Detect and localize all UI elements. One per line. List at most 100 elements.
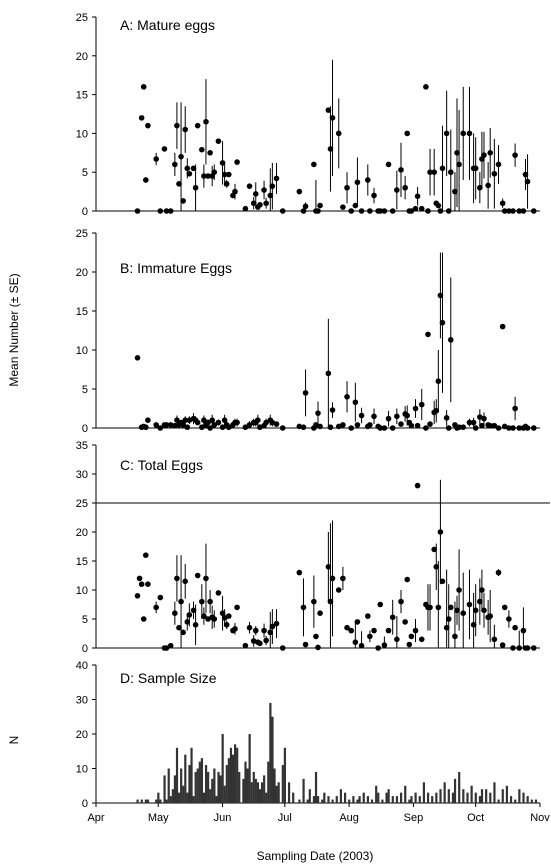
panel-a-data-point (269, 183, 276, 189)
panel-a-data-point (157, 208, 164, 214)
panel-a-data-point (377, 208, 384, 214)
panel-c-data-point (516, 645, 523, 651)
panel-c-data-point (167, 642, 174, 649)
panel-d-bar (260, 782, 264, 803)
panel-b-data-point (404, 412, 411, 419)
panel-c-data-point (512, 624, 518, 631)
panel-a-data-point (261, 187, 267, 193)
panel-d-bar (254, 778, 257, 803)
panel-d-bar (385, 792, 388, 803)
panel-d-bar (169, 796, 172, 803)
panel-d-bar (198, 761, 201, 803)
panel-b-data-point (470, 419, 477, 426)
panel-c-data-point (408, 633, 415, 640)
panel-a-data-point (205, 173, 211, 179)
panel-a-data-point (182, 126, 189, 133)
panel-d-bar (238, 771, 241, 803)
panel-d-bar (252, 771, 255, 803)
panel-b-data-point (209, 417, 215, 424)
panel-a-data-point (178, 153, 184, 160)
panel-a-data-point (161, 146, 168, 152)
panel-c-data-point (186, 612, 193, 618)
panel-b-data-point (354, 422, 361, 428)
panel-c-data-point (344, 624, 350, 631)
panel-c-data-point (261, 627, 267, 634)
panel-c-data-point (313, 633, 319, 640)
panel-b-y-tick-label: 15 (76, 306, 88, 318)
panel-a-data-point (219, 160, 226, 166)
panel-b-data-point (447, 337, 454, 343)
panel-b-y-tick-label: 0 (82, 423, 88, 435)
panel-d-bar (451, 792, 455, 803)
panel-d-bar (356, 799, 359, 803)
panel-d-bar (410, 796, 413, 803)
panel-immature-eggs: B: Immature Eggs 0 5 10 15 20 25 (76, 228, 540, 435)
x-tick-label: Jul (278, 812, 292, 824)
panel-c-data-point (454, 607, 460, 614)
panel-d-bar (215, 796, 218, 803)
panel-d-bar (323, 792, 326, 803)
panel-b-data-point (491, 422, 498, 429)
panel-c-data-point (501, 604, 508, 611)
panel-b-data-point (385, 415, 392, 422)
panel-b-data-point (495, 425, 502, 431)
panel-c-data-point (242, 642, 249, 649)
panel-b-data-point (215, 419, 222, 426)
panel-c-data-point (354, 619, 361, 625)
panel-b-data-point (443, 415, 450, 421)
panel-b-data-point (246, 422, 253, 428)
panel-c-data-point (163, 645, 170, 651)
panel-c-data-point (348, 627, 354, 634)
panel-a-y-tick-label: 10 (76, 128, 88, 140)
panel-c-data-point (443, 624, 450, 631)
panel-a-data-point (522, 171, 529, 178)
panel-a-data-point (485, 182, 491, 189)
panel-c-data-point (138, 581, 145, 587)
panel-a-data-point (232, 188, 238, 195)
panel-c-data-point (176, 624, 182, 631)
panel-b-data-point (348, 425, 354, 431)
panel-a-data-point (487, 150, 494, 156)
panel-a-data-point (140, 84, 147, 90)
panel-a-data-point (263, 200, 269, 207)
panel-a-data-point (439, 165, 446, 172)
panel-b-data-point (329, 407, 336, 413)
panel-a-data-point (302, 203, 309, 210)
panel-c-y-tick-label: 5 (82, 614, 88, 626)
panel-d-bar (466, 792, 469, 803)
panel-a-data-point (199, 146, 205, 153)
panel-b-data-point (234, 419, 240, 426)
panel-c-data-point (134, 593, 141, 599)
panel-a-data-point (381, 208, 388, 214)
panel-d-bar (182, 785, 185, 803)
panel-d-bar (219, 775, 222, 803)
panel-a-data-point (499, 200, 506, 207)
panel-d-bar (248, 734, 251, 803)
panel-d-bar (335, 796, 338, 803)
panel-d-bar (453, 778, 457, 803)
panel-c-data-point (219, 610, 226, 616)
panel-a-data-point (452, 188, 458, 195)
panel-d-bar (431, 796, 434, 803)
panel-b-data-point (516, 425, 523, 431)
panel-a-data-point (279, 208, 286, 214)
panel-c-data-point (194, 572, 201, 579)
panel-c-data-point (460, 610, 467, 616)
panel-c-data-point (327, 598, 334, 605)
panel-d-bar (381, 799, 384, 803)
panel-b-data-point (460, 424, 467, 431)
panel-c-data-point (142, 552, 149, 558)
panel-d-bar (225, 765, 228, 803)
panel-b-data-point (317, 423, 323, 430)
panel-b-data-point (425, 331, 431, 338)
panel-d-bar (534, 799, 538, 803)
x-tick-label: May (148, 812, 169, 824)
panel-b-data-point (381, 425, 388, 431)
panel-d-y-tick-label: 0 (82, 798, 88, 810)
panel-c-data-point (192, 622, 199, 628)
panel-b-data-point (300, 424, 307, 431)
panel-c-data-point (435, 604, 442, 611)
panel-a-data-point (327, 146, 334, 152)
panel-a-data-point (142, 177, 149, 183)
panel-a-data-point (524, 178, 531, 185)
